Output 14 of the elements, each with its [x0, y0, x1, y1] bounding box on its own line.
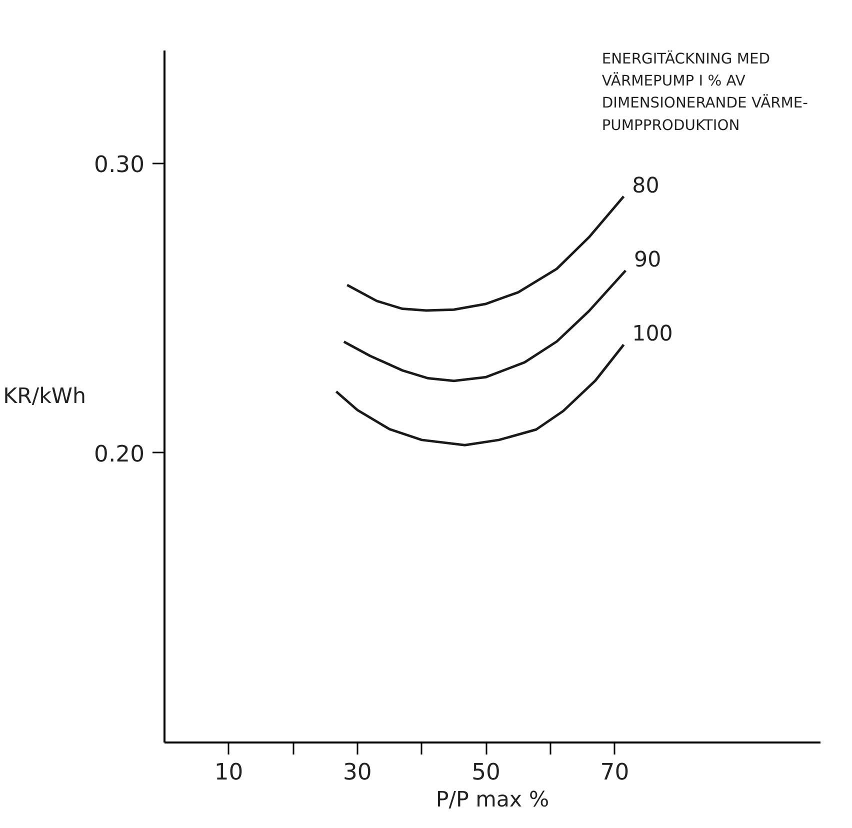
x-tick-label: 50 — [472, 760, 500, 786]
x-tick-label: 70 — [600, 760, 630, 786]
x-tick-label: 30 — [343, 760, 372, 786]
y-tick-label: 0.20 — [94, 441, 145, 468]
line-series — [334, 343, 625, 446]
series-label: 90 — [634, 248, 662, 273]
line-series — [342, 269, 627, 382]
x-tick-label: 10 — [214, 760, 244, 786]
y-tick-label: 0.30 — [94, 152, 145, 178]
y-axis-title: KR/kWh — [3, 384, 86, 409]
series-label: 100 — [632, 322, 673, 347]
series-label: 80 — [632, 173, 660, 198]
x-axis-title: P/P max % — [436, 788, 550, 812]
line-series — [346, 195, 625, 312]
